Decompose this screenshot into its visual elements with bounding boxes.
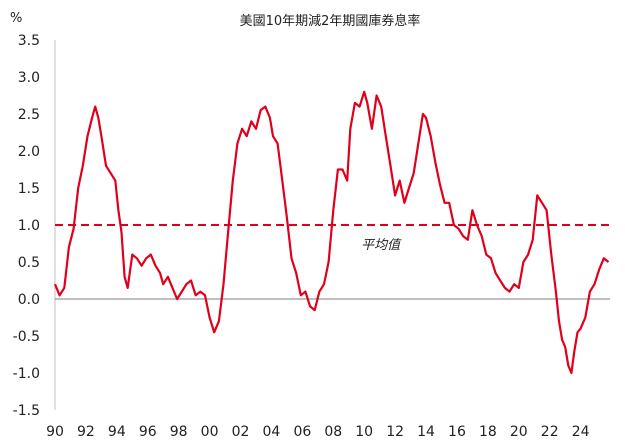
x-tick-label: 96 <box>139 424 157 440</box>
x-tick-labels: 90 92 94 96 98 00 02 04 06 08 10 12 14 16 18 20 22 24 <box>46 424 590 440</box>
y-tick-label: 3.0 <box>18 70 40 86</box>
x-tick-label: 04 <box>263 424 281 440</box>
y-tick-label: 2.5 <box>18 107 40 123</box>
x-tick-label: 00 <box>201 424 219 440</box>
average-label: 平均值 <box>361 238 402 253</box>
x-tick-label: 92 <box>77 424 95 440</box>
x-tick-label: 20 <box>510 424 528 440</box>
x-tick-label: 98 <box>170 424 188 440</box>
y-tick-labels: 3.5 3.0 2.5 2.0 1.5 1.0 0.5 0.0 -0.5 -1.0 -1.5 <box>13 33 40 419</box>
y-tick-label: 0.5 <box>18 255 40 271</box>
chart-title: 美國10年期減2年期國庫券息率 <box>240 13 421 29</box>
x-tick-label: 22 <box>541 424 559 440</box>
x-tick-label: 06 <box>293 424 311 440</box>
y-tick-label: -1.0 <box>13 366 40 382</box>
x-tick-label: 02 <box>232 424 250 440</box>
y-tick-label: -1.5 <box>13 403 40 419</box>
y-unit-label: % <box>10 11 22 26</box>
y-tick-label: -0.5 <box>13 329 40 345</box>
x-tick-label: 18 <box>479 424 497 440</box>
x-tick-label: 10 <box>355 424 373 440</box>
y-tick-label: 3.5 <box>18 33 40 49</box>
x-tick-label: 08 <box>324 424 342 440</box>
series-line <box>53 90 610 375</box>
x-tick-label: 12 <box>386 424 404 440</box>
series-group <box>53 90 610 375</box>
y-tick-label: 1.5 <box>18 181 40 197</box>
x-tick-label: 94 <box>108 424 126 440</box>
x-tick-label: 90 <box>46 424 64 440</box>
y-tick-label: 2.0 <box>18 144 40 160</box>
y-tick-label: 0.0 <box>18 292 40 308</box>
x-tick-label: 14 <box>417 424 435 440</box>
x-tick-label: 24 <box>572 424 590 440</box>
y-tick-label: 1.0 <box>18 218 40 234</box>
x-tick-label: 16 <box>448 424 466 440</box>
